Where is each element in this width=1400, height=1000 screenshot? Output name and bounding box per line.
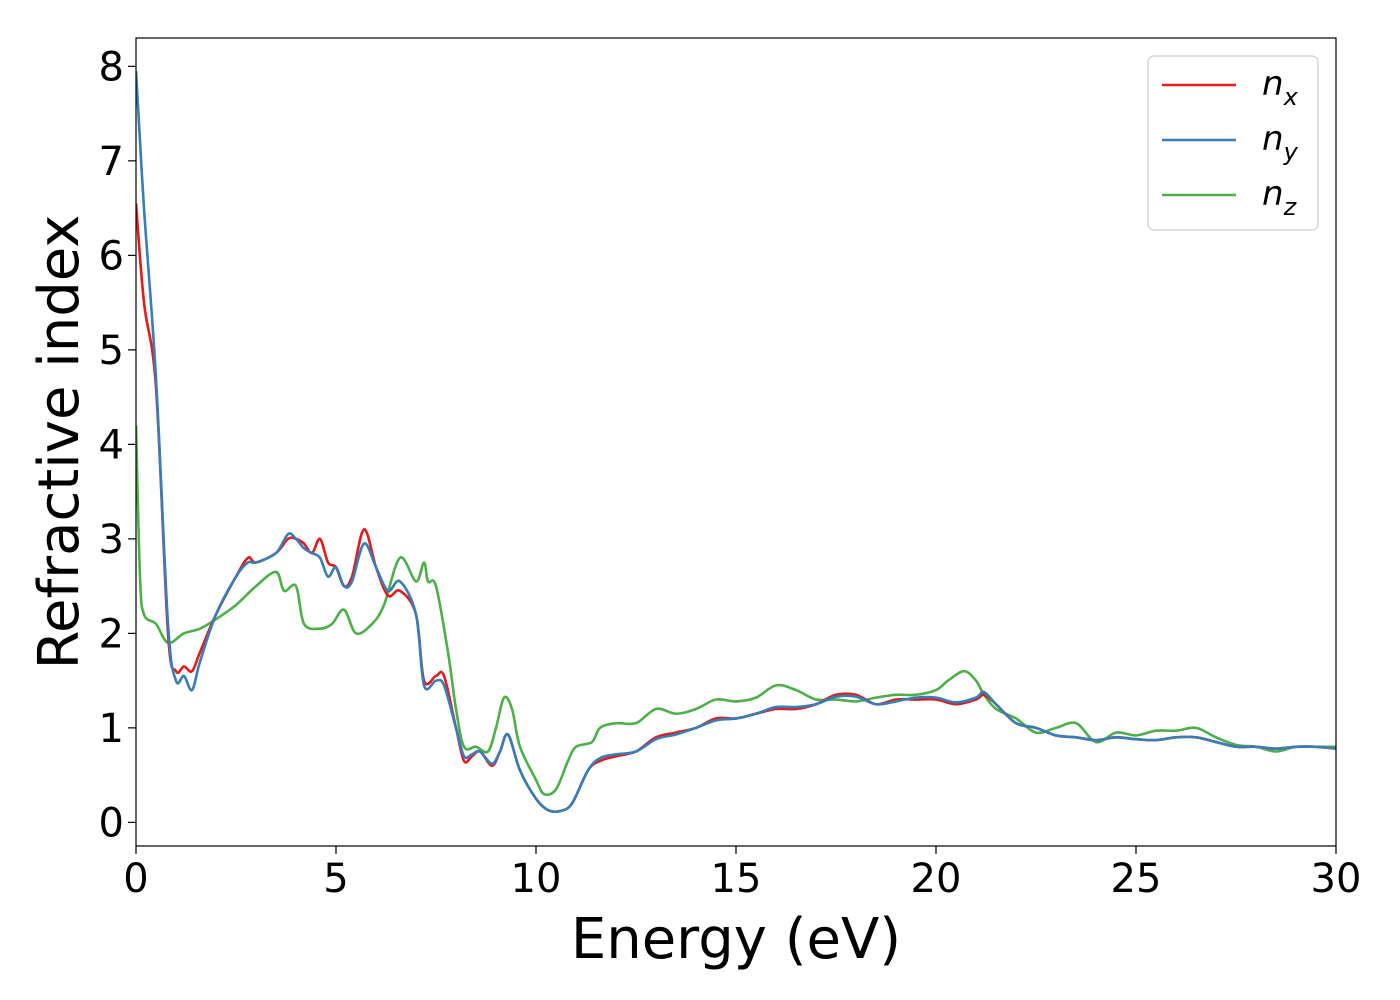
y-axis-label: Refractive index — [27, 215, 92, 670]
series-lines — [136, 71, 1336, 814]
legend-label-nx: nx — [1262, 64, 1299, 111]
x-tick-label: 0 — [123, 856, 148, 902]
x-tick-label: 5 — [323, 856, 348, 902]
y-tick-label: 2 — [99, 611, 124, 657]
y-axis-ticks: 0 1 2 3 4 5 6 7 8 — [99, 44, 136, 846]
y-tick-label: 1 — [99, 706, 124, 752]
x-tick-label: 10 — [511, 856, 562, 902]
y-tick-label: 0 — [99, 800, 124, 846]
series-line-ny — [136, 71, 1336, 814]
y-tick-label: 8 — [99, 44, 124, 90]
legend-label-subscript: y — [1283, 138, 1299, 166]
legend-label-subscript: z — [1283, 193, 1298, 221]
legend-label-subscript: x — [1283, 83, 1299, 111]
series-line-nz — [136, 425, 1336, 797]
y-tick-label: 7 — [99, 139, 124, 185]
legend-label-ny: ny — [1262, 119, 1299, 166]
x-axis-label: Energy (eV) — [571, 907, 901, 972]
series-line-nx — [136, 203, 1336, 814]
legend-label-main: n — [1262, 64, 1284, 104]
x-tick-label: 15 — [711, 856, 762, 902]
legend-label-main: n — [1262, 174, 1284, 214]
x-tick-label: 20 — [911, 856, 962, 902]
x-axis-ticks: 0 5 10 15 20 25 30 — [123, 846, 1361, 902]
x-tick-label: 25 — [1111, 856, 1162, 902]
x-tick-label: 30 — [1311, 856, 1362, 902]
y-tick-label: 5 — [99, 328, 124, 374]
y-tick-label: 4 — [99, 422, 124, 468]
legend-label-main: n — [1262, 119, 1284, 159]
y-tick-label: 3 — [99, 517, 124, 563]
y-tick-label: 6 — [99, 233, 124, 279]
legend-label-nz: nz — [1262, 174, 1298, 221]
legend-box — [1147, 55, 1319, 231]
